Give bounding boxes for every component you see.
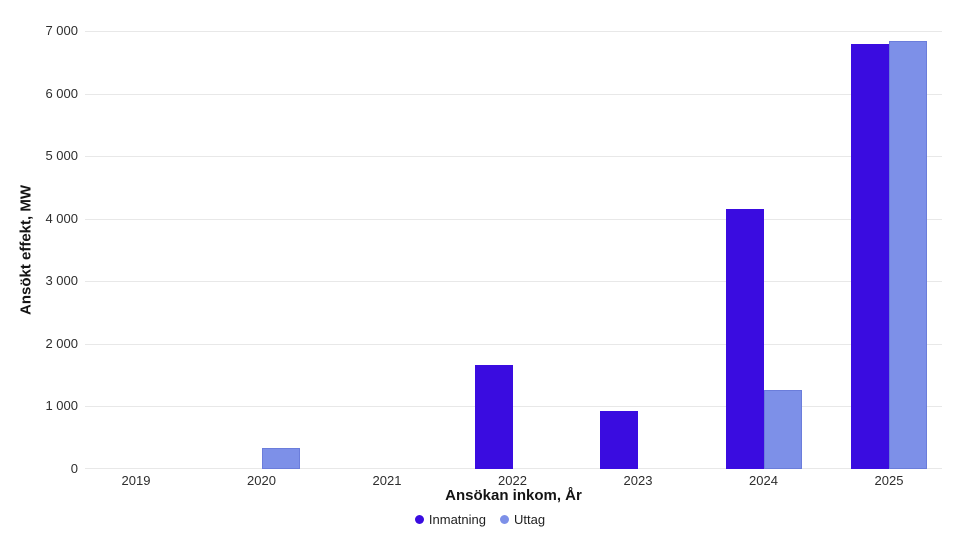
x-tick-label-2019: 2019 [121,473,151,488]
y-tick-label-0: 0 [70,461,78,476]
bar-inmatning-2022 [474,365,513,469]
bar-inmatning-2025 [851,44,889,469]
bar-uttag-2020 [261,448,300,469]
x-tick-label-2024: 2024 [749,473,778,488]
y-tick-label-5000: 5 000 [45,148,78,164]
gridline-0 [85,468,942,469]
gridline-3000 [85,281,942,283]
bar-inmatning-2024 [725,209,764,469]
gridline-1000 [85,406,942,408]
gridline-4000 [85,218,942,220]
x-axis-title: Ansökan inkom, År [445,487,582,504]
gridline-6000 [85,93,942,95]
bar-inmatning-2023 [600,411,638,469]
legend-swatch-inmatning-icon [414,515,424,524]
y-axis-title: Ansökt effekt, MW [17,184,35,316]
y-tick-label-4000: 4 000 [45,210,78,226]
plot-area [85,31,942,469]
legend-item-uttag: Uttag [500,512,545,527]
legend-swatch-uttag-icon [500,515,509,524]
x-tick-label-2025: 2025 [874,473,904,488]
x-tick-label-2020: 2020 [247,473,276,488]
x-tick-label-2022: 2022 [498,473,527,488]
gridline-2000 [85,343,942,345]
bar-uttag-2025 [889,41,927,469]
bar-uttag-2024 [763,390,802,469]
legend-label-inmatning: Inmatning [428,512,486,527]
y-tick-label-6000: 6 000 [45,85,78,101]
x-tick-label-2023: 2023 [623,473,653,488]
y-tick-label-1000: 1 000 [45,398,78,414]
legend: Inmatning Uttag [0,512,960,527]
y-tick-label-7000: 7 000 [45,23,78,38]
legend-label-uttag: Uttag [514,512,546,527]
x-tick-label-2021: 2021 [372,473,402,488]
y-tick-label-3000: 3 000 [45,273,78,289]
legend-item-inmatning: Inmatning [414,512,486,527]
y-tick-label-2000: 2 000 [45,335,78,351]
gridline-7000 [85,31,942,32]
gridline-5000 [85,156,942,158]
